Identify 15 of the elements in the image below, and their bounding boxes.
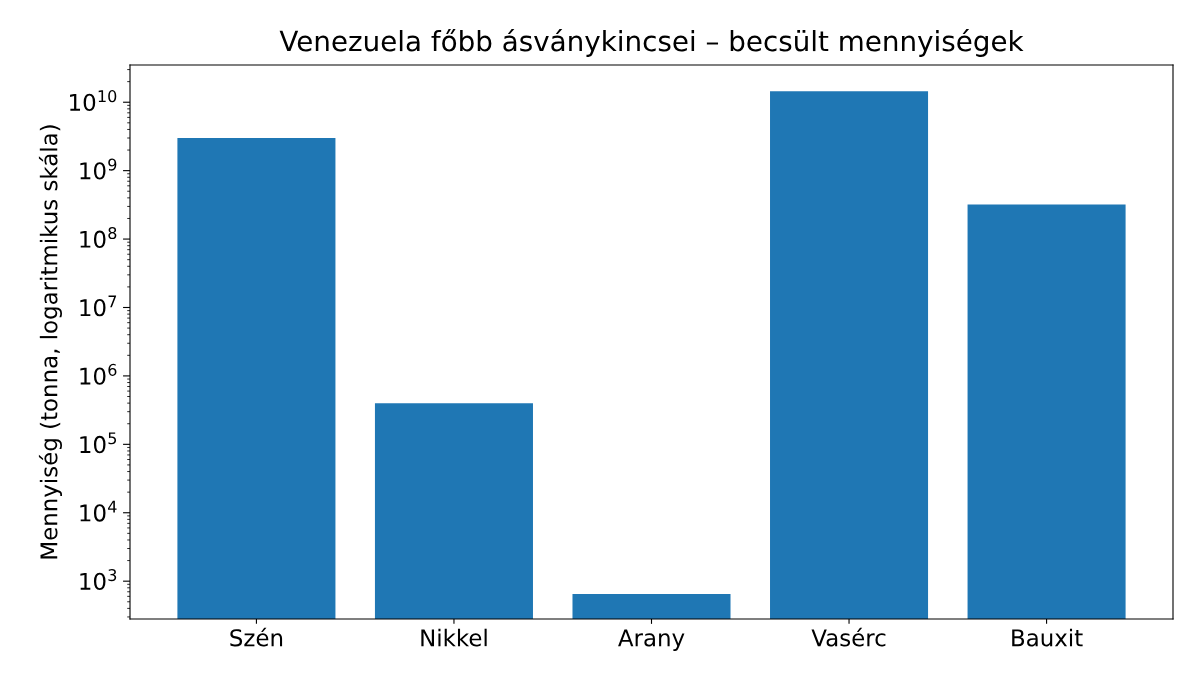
y-tick-label: 10$^{4}$: [80, 500, 117, 522]
y-tick-label: 10$^{8}$: [80, 226, 117, 248]
y-tick-label: 10$^{10}$: [70, 90, 117, 112]
y-tick-label: 10$^{5}$: [80, 432, 117, 454]
chart-title: Venezuela főbb ásványkincsei – becsült mennyiségek: [279, 28, 1024, 57]
y-tick-label: 10$^{6}$: [80, 363, 117, 385]
x-tick-label: Bauxit: [1012, 628, 1083, 647]
x-tick-label: Arany: [618, 629, 685, 651]
y-tick-label: 10$^{7}$: [80, 295, 117, 317]
x-tick-label: Nikkel: [421, 628, 487, 647]
y-tick-label: 10$^{9}$: [80, 158, 117, 180]
y-tick-label: 10$^{3}$: [80, 569, 117, 591]
x-tick-label: Vasérc: [811, 627, 886, 647]
x-tick-label: Szén: [230, 627, 283, 647]
y-axis-title: Mennyiség (tonna, logaritmikus skála): [38, 125, 62, 559]
